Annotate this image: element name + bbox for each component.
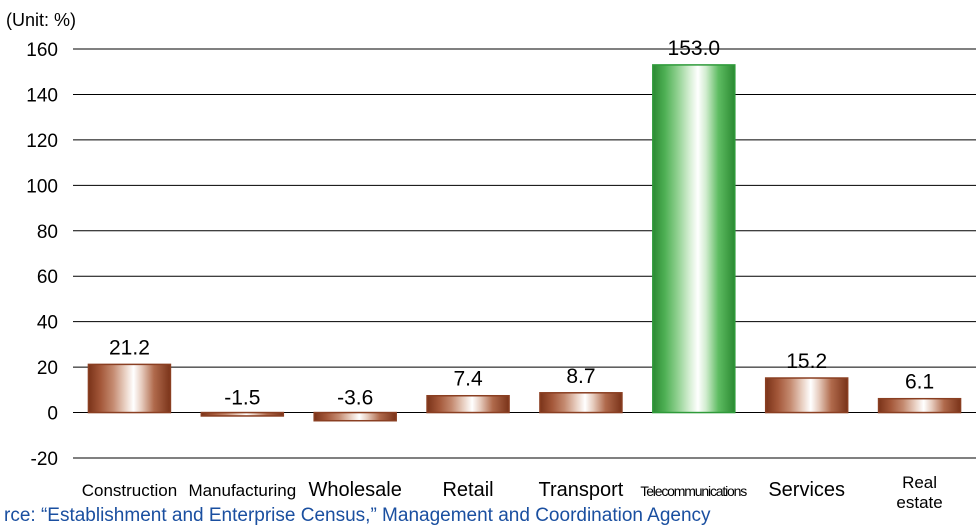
data-label: 15.2	[786, 350, 827, 373]
bar-wholesale	[313, 411, 397, 422]
source-note: rce: “Establishment and Enterprise Censu…	[4, 505, 711, 526]
y-axis-ticks: -20 0 20 40 60 80 100 120 140 160	[26, 40, 58, 470]
data-label: 8.7	[566, 365, 595, 388]
data-label: 7.4	[453, 368, 483, 391]
y-tick-label: 120	[26, 131, 58, 152]
category-label: Wholesale	[308, 479, 401, 501]
bar-manufacturing	[200, 411, 285, 417]
category-labels: Construction Manufacturing Wholesale Retail…	[82, 473, 943, 512]
unit-label: (Unit: %)	[6, 10, 76, 30]
y-tick-label: -20	[31, 449, 58, 470]
bar-transport	[539, 392, 623, 414]
bar-telecommunications	[652, 64, 736, 414]
bar-retail	[426, 394, 510, 414]
bar-real-estate	[877, 397, 962, 414]
y-tick-label: 60	[37, 267, 58, 288]
bar-construction	[87, 363, 172, 414]
category-label: Transport	[539, 479, 624, 501]
category-label: Real estate	[896, 473, 942, 512]
y-tick-label: 80	[37, 222, 58, 243]
bar-services	[764, 377, 849, 414]
category-label: Construction	[82, 481, 177, 500]
category-label: Retail	[442, 479, 493, 501]
y-tick-label: 20	[37, 358, 58, 379]
y-tick-label: 40	[37, 313, 58, 334]
data-labels: 21.2 -1.5 -3.6 7.4 8.7 153.0 15.2 6.1	[109, 37, 934, 410]
data-label: 21.2	[109, 336, 150, 359]
category-label: Manufacturing	[188, 481, 296, 500]
bars	[87, 64, 962, 422]
data-label: 6.1	[905, 371, 934, 394]
y-tick-label: 100	[26, 176, 58, 197]
data-label: 153.0	[668, 37, 721, 60]
y-tick-label: 140	[26, 85, 58, 106]
data-label: -3.6	[337, 387, 373, 410]
category-label: Services	[768, 479, 845, 501]
y-tick-label: 0	[47, 404, 58, 425]
category-label: Telecommunications	[640, 483, 747, 499]
y-tick-label: 160	[26, 40, 58, 61]
data-label: -1.5	[224, 387, 260, 410]
